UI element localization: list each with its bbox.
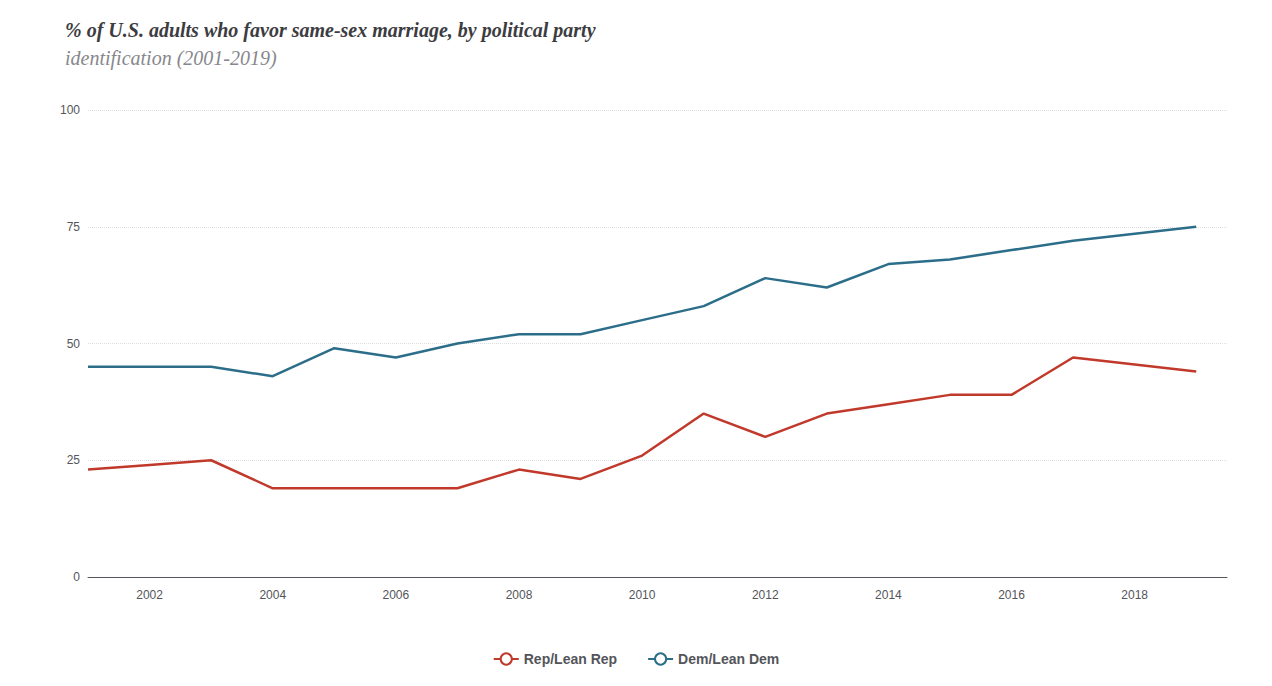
- svg-text:2010: 2010: [629, 588, 656, 602]
- svg-text:50: 50: [67, 337, 81, 351]
- svg-text:75: 75: [67, 220, 81, 234]
- svg-text:2016: 2016: [998, 588, 1025, 602]
- svg-text:2008: 2008: [506, 588, 533, 602]
- svg-text:Dem/Lean Dem: Dem/Lean Dem: [678, 651, 779, 667]
- svg-text:100: 100: [60, 103, 80, 117]
- svg-text:0: 0: [73, 570, 80, 584]
- svg-text:2006: 2006: [383, 588, 410, 602]
- svg-text:2014: 2014: [875, 588, 902, 602]
- svg-text:2018: 2018: [1121, 588, 1148, 602]
- svg-text:25: 25: [67, 453, 81, 467]
- svg-text:identification (2001-2019): identification (2001-2019): [65, 47, 277, 70]
- svg-text:2002: 2002: [136, 588, 163, 602]
- svg-text:% of U.S. adults who favor sam: % of U.S. adults who favor same-sex marr…: [65, 19, 596, 42]
- svg-text:2004: 2004: [259, 588, 286, 602]
- svg-text:Rep/Lean Rep: Rep/Lean Rep: [524, 651, 617, 667]
- svg-text:2012: 2012: [752, 588, 779, 602]
